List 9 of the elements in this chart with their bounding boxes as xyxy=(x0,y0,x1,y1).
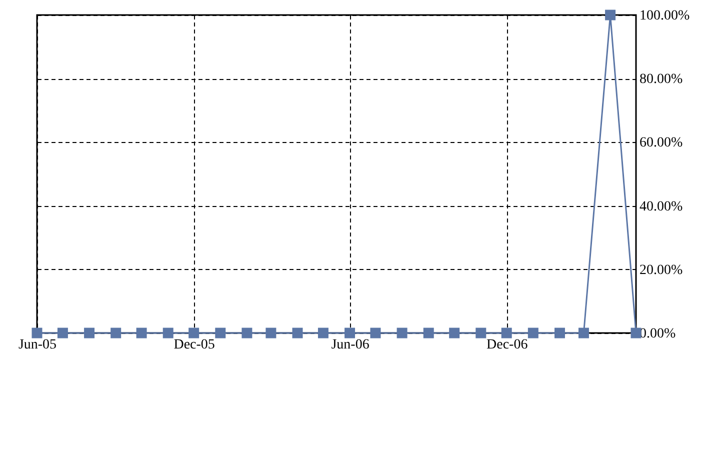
x-tick-label: Dec-05 xyxy=(174,338,215,352)
y-tick-label: 100.00% xyxy=(640,8,690,24)
x-tick-label: Jun-06 xyxy=(331,338,370,352)
x-tick-label: Dec-06 xyxy=(486,338,528,352)
x-tick-label: Jun-05 xyxy=(18,338,57,352)
y-tick-label: 20.00% xyxy=(640,262,683,278)
y-tick-label: 40.00% xyxy=(640,199,683,214)
y-tick-label: 60.00% xyxy=(640,136,683,151)
y-tick-label: 80.00% xyxy=(640,72,683,88)
